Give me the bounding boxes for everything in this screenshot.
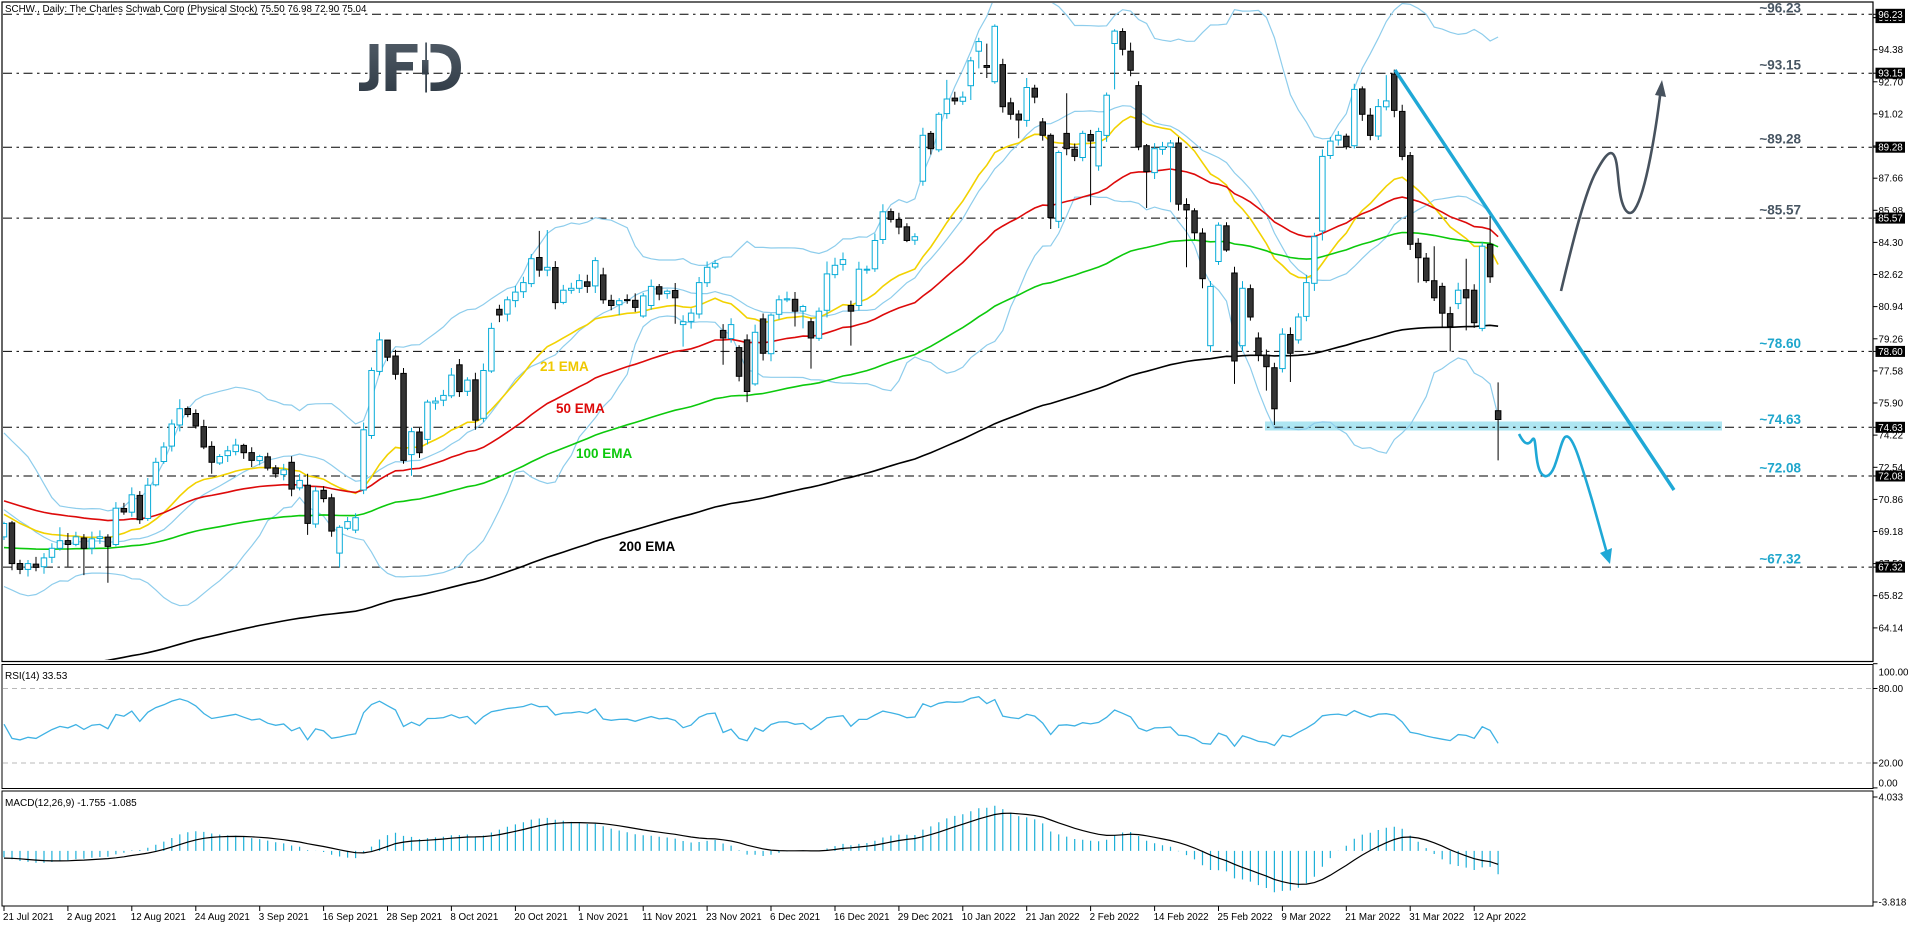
svg-text:16 Dec 2021: 16 Dec 2021 xyxy=(834,912,890,923)
svg-text:20 Oct 2021: 20 Oct 2021 xyxy=(514,912,567,923)
svg-text:100.00: 100.00 xyxy=(1879,668,1910,679)
svg-text:72.08: 72.08 xyxy=(1878,472,1903,483)
svg-text:~89.28: ~89.28 xyxy=(1759,132,1801,147)
svg-text:23 Nov 2021: 23 Nov 2021 xyxy=(706,912,762,923)
svg-text:8 Oct 2021: 8 Oct 2021 xyxy=(450,912,498,923)
svg-text:93.15: 93.15 xyxy=(1878,69,1903,80)
svg-text:200 EMA: 200 EMA xyxy=(619,539,676,554)
svg-text:80.00: 80.00 xyxy=(1879,684,1904,695)
svg-text:74.63: 74.63 xyxy=(1878,423,1903,434)
svg-text:10 Jan 2022: 10 Jan 2022 xyxy=(962,912,1016,923)
svg-text:~85.57: ~85.57 xyxy=(1759,203,1801,218)
svg-text:RSI(14) 33.53: RSI(14) 33.53 xyxy=(5,671,68,682)
svg-text:82.62: 82.62 xyxy=(1879,270,1904,281)
svg-text:85.98: 85.98 xyxy=(1879,206,1904,217)
svg-text:1 Nov 2021: 1 Nov 2021 xyxy=(578,912,628,923)
svg-text:80.94: 80.94 xyxy=(1879,302,1904,313)
svg-text:~74.63: ~74.63 xyxy=(1759,412,1801,427)
svg-text:SCHW., Daily: The Charles Sch: SCHW., Daily: The Charles Schwab Corp (P… xyxy=(5,4,367,15)
svg-text:64.14: 64.14 xyxy=(1879,623,1904,634)
svg-text:21 EMA: 21 EMA xyxy=(540,359,589,374)
svg-text:70.86: 70.86 xyxy=(1879,495,1904,506)
svg-text:75.90: 75.90 xyxy=(1879,399,1904,410)
svg-text:69.18: 69.18 xyxy=(1879,527,1904,538)
svg-text:96.23: 96.23 xyxy=(1878,10,1903,21)
svg-text:-3.818: -3.818 xyxy=(1879,898,1907,909)
svg-text:~72.08: ~72.08 xyxy=(1759,461,1801,476)
svg-text:77.58: 77.58 xyxy=(1879,366,1904,377)
svg-text:21 Jan 2022: 21 Jan 2022 xyxy=(1026,912,1080,923)
svg-text:79.26: 79.26 xyxy=(1879,334,1904,345)
svg-text:89.28: 89.28 xyxy=(1878,143,1903,154)
svg-text:91.02: 91.02 xyxy=(1879,109,1904,120)
svg-text:29 Dec 2021: 29 Dec 2021 xyxy=(898,912,954,923)
svg-text:28 Sep 2021: 28 Sep 2021 xyxy=(387,912,443,923)
svg-text:~96.23: ~96.23 xyxy=(1759,1,1801,16)
svg-text:2 Feb 2022: 2 Feb 2022 xyxy=(1090,912,1140,923)
svg-text:21 Jul 2021: 21 Jul 2021 xyxy=(3,912,54,923)
svg-text:20.00: 20.00 xyxy=(1879,759,1904,770)
svg-text:6 Dec 2021: 6 Dec 2021 xyxy=(770,912,820,923)
svg-text:87.66: 87.66 xyxy=(1879,174,1904,185)
svg-text:50 EMA: 50 EMA xyxy=(556,401,605,416)
svg-text:92.70: 92.70 xyxy=(1879,77,1904,88)
svg-text:~78.60: ~78.60 xyxy=(1759,336,1801,351)
svg-text:16 Sep 2021: 16 Sep 2021 xyxy=(323,912,379,923)
svg-text:9 Mar 2022: 9 Mar 2022 xyxy=(1281,912,1331,923)
svg-text:25 Feb 2022: 25 Feb 2022 xyxy=(1218,912,1273,923)
svg-text:14 Feb 2022: 14 Feb 2022 xyxy=(1154,912,1209,923)
svg-text:72.54: 72.54 xyxy=(1879,463,1904,474)
svg-text:84.30: 84.30 xyxy=(1879,238,1904,249)
svg-text:~93.15: ~93.15 xyxy=(1759,58,1801,73)
svg-text:0.00: 0.00 xyxy=(1879,779,1899,790)
svg-text:11 Nov 2021: 11 Nov 2021 xyxy=(642,912,697,923)
svg-text:94.38: 94.38 xyxy=(1879,45,1904,56)
svg-text:100 EMA: 100 EMA xyxy=(576,446,633,461)
svg-text:MACD(12,26,9) -1.755 -1.085: MACD(12,26,9) -1.755 -1.085 xyxy=(5,798,137,809)
svg-text:3 Sep 2021: 3 Sep 2021 xyxy=(259,912,309,923)
svg-text:24 Aug 2021: 24 Aug 2021 xyxy=(195,912,250,923)
svg-text:31 Mar 2022: 31 Mar 2022 xyxy=(1409,912,1464,923)
svg-text:12 Aug 2021: 12 Aug 2021 xyxy=(131,912,186,923)
svg-text:2 Aug 2021: 2 Aug 2021 xyxy=(67,912,117,923)
svg-text:65.82: 65.82 xyxy=(1879,591,1904,602)
svg-text:74.22: 74.22 xyxy=(1879,431,1904,442)
svg-text:12 Apr 2022: 12 Apr 2022 xyxy=(1473,912,1526,923)
svg-text:67.32: 67.32 xyxy=(1878,563,1903,574)
svg-text:85.57: 85.57 xyxy=(1878,214,1903,225)
svg-text:21 Mar 2022: 21 Mar 2022 xyxy=(1345,912,1400,923)
svg-text:78.60: 78.60 xyxy=(1878,347,1903,358)
svg-text:4.033: 4.033 xyxy=(1879,793,1904,804)
svg-text:~67.32: ~67.32 xyxy=(1759,552,1801,567)
